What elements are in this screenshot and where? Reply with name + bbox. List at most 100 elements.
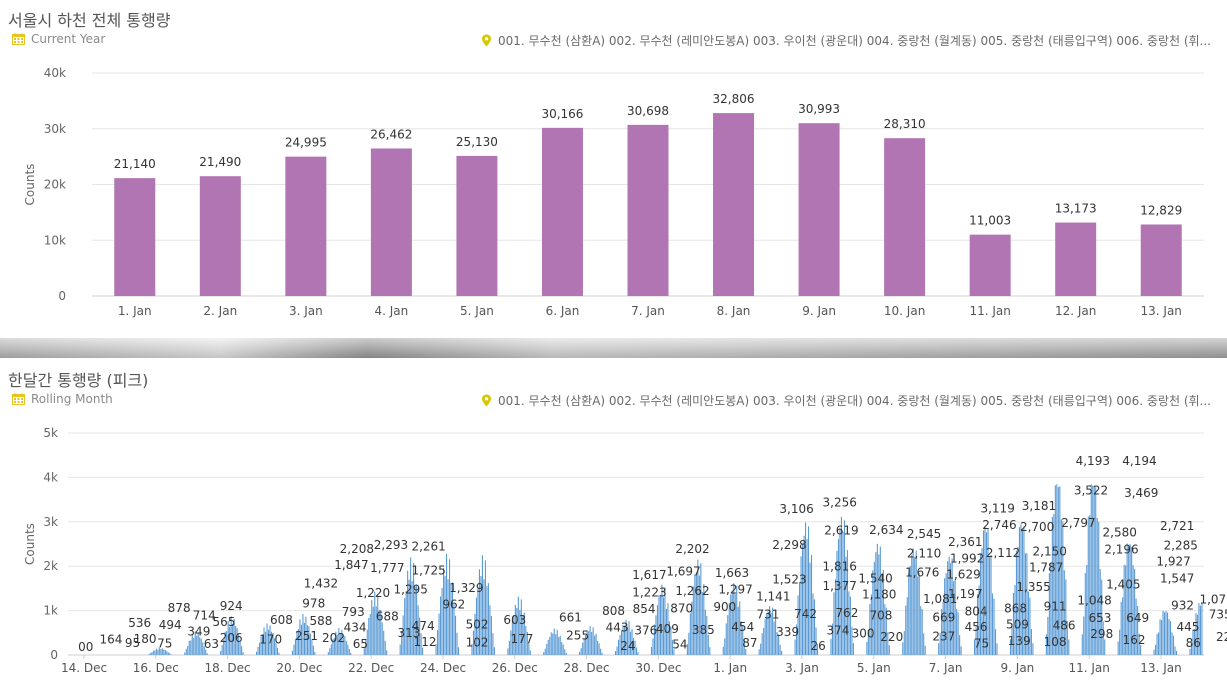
data-label: 1,377: [823, 579, 857, 593]
hourly-bar: [1137, 606, 1139, 655]
location-filter[interactable]: 001. 무수천 (삼환A) 002. 무수천 (레미안도봉A) 003. 우이…: [481, 32, 1211, 49]
hourly-bar: [160, 649, 162, 655]
data-label: 202: [322, 631, 345, 645]
hourly-bar: [417, 605, 419, 655]
hourly-bar: [650, 647, 653, 655]
hourly-bar: [483, 579, 485, 655]
hourly-bar: [1104, 639, 1106, 655]
hourly-bar: [1047, 616, 1049, 655]
data-label: 4,194: [1122, 454, 1156, 468]
hourly-bar: [987, 528, 989, 655]
hourly-bar: [456, 632, 458, 655]
hourly-bar: [959, 635, 961, 655]
hourly-bar: [203, 646, 205, 655]
hourly-bar: [661, 584, 663, 655]
hourly-bar: [742, 625, 744, 655]
hourly-bar: [1060, 519, 1062, 655]
data-label: 588: [309, 614, 332, 628]
hourly-bar: [445, 553, 448, 655]
y-tick-label: 30k: [44, 122, 66, 136]
hourly-bar: [294, 638, 297, 655]
data-label: 486: [1053, 618, 1076, 632]
hourly-bar: [635, 647, 638, 655]
data-label: 445: [1176, 620, 1199, 634]
hourly-bar: [1156, 633, 1158, 655]
data-label: 978: [302, 597, 325, 611]
hourly-bar: [911, 554, 913, 655]
hourly-bar: [544, 648, 546, 655]
hourly-bar: [1195, 613, 1197, 655]
hourly-bar: [598, 643, 600, 655]
data-label: 32,806: [713, 92, 755, 106]
hourly-bar: [149, 653, 151, 655]
hourly-bar: [840, 516, 842, 655]
x-tick-label: 8. Jan: [717, 304, 751, 318]
bar: [884, 138, 926, 296]
data-label: 900: [713, 600, 736, 614]
hourly-bar: [652, 638, 654, 655]
yearly-bar-chart: 0 10k 20k 30k 40k Counts 21,140 1. Jan 21,490 2. …: [23, 66, 1204, 318]
data-label: 30,993: [798, 102, 840, 116]
data-label: 65: [353, 637, 368, 651]
hourly-bar: [734, 594, 736, 655]
hourly-bar: [309, 633, 311, 655]
hourly-bar: [1062, 521, 1064, 655]
data-label: 932: [1171, 599, 1194, 613]
hourly-bar: [336, 634, 338, 655]
hourly-bar: [939, 633, 941, 655]
data-label: 162: [1123, 633, 1146, 647]
hourly-bar: [516, 608, 518, 655]
hourly-bar: [902, 642, 904, 655]
hourly-bar: [849, 596, 851, 655]
hourly-bar: [559, 635, 561, 655]
hourly-bar: [378, 609, 380, 655]
hourly-bar: [435, 643, 437, 655]
hourly-bar: [441, 587, 443, 655]
hourly-bar: [384, 640, 386, 655]
period-label: Current Year: [31, 32, 106, 46]
data-label: 12,829: [1140, 203, 1182, 217]
period-selector[interactable]: Current Year: [12, 32, 105, 46]
data-label: 742: [794, 607, 817, 621]
hourly-bar: [923, 633, 925, 655]
calendar-icon: [12, 33, 25, 45]
x-tick-label: 9. Jan: [1001, 661, 1035, 675]
hourly-bar: [1032, 643, 1034, 655]
data-label: 474: [412, 619, 435, 633]
hourly-bar: [1021, 528, 1023, 655]
data-label: 3,522: [1074, 484, 1108, 498]
hourly-bar: [692, 586, 694, 655]
y-tick-label: 20k: [44, 178, 66, 192]
period-selector[interactable]: Rolling Month: [12, 392, 113, 406]
data-label: 251: [295, 629, 318, 643]
calendar-icon: [12, 393, 25, 405]
data-label: 108: [1044, 635, 1067, 649]
hourly-bar: [1092, 485, 1094, 655]
x-tick-label: 16. Dec: [133, 661, 179, 675]
hourly-bar: [594, 635, 596, 655]
data-label: 793: [342, 605, 365, 619]
hourly-bar: [960, 646, 962, 655]
hourly-bar: [519, 609, 521, 655]
location-filter[interactable]: 001. 무수천 (삼환A) 002. 무수천 (레미안도봉A) 003. 우이…: [481, 392, 1211, 409]
hourly-bar: [954, 579, 956, 655]
data-label: 30,166: [541, 107, 583, 121]
hourly-bar: [953, 581, 955, 655]
hourly-bar: [885, 607, 887, 655]
data-label: 653: [1089, 611, 1112, 625]
hourly-bar: [745, 649, 747, 655]
hourly-bar: [878, 554, 880, 655]
hourly-bar: [722, 646, 724, 655]
x-tick-label: 10. Jan: [884, 304, 925, 318]
location-list: 001. 무수천 (삼환A) 002. 무수천 (레미안도봉A) 003. 우이…: [497, 394, 1211, 408]
hourly-bar: [308, 626, 310, 655]
hourly-bar: [404, 598, 406, 655]
data-label: 1,223: [632, 586, 666, 600]
data-label: 237: [932, 629, 955, 643]
map-pin-icon: [481, 34, 491, 47]
chart-title: 한달간 통행량 (피크): [8, 371, 149, 390]
hourly-bar: [978, 585, 980, 655]
y-tick-label: 40k: [44, 66, 66, 80]
period-label: Rolling Month: [31, 392, 113, 406]
hourly-bar: [957, 612, 959, 655]
